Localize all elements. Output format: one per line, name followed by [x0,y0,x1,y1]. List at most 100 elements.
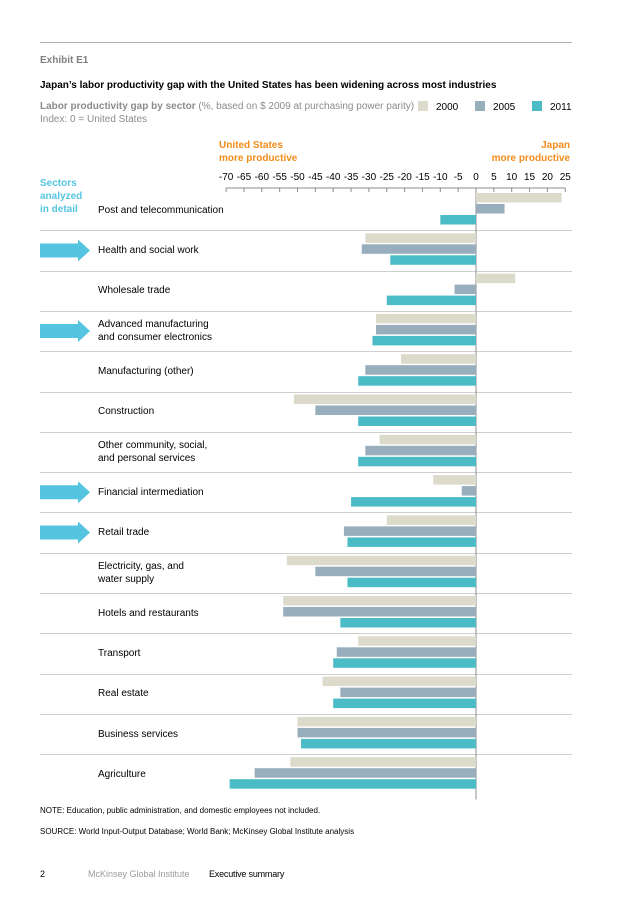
sectors-label-line1: Sectors [40,178,77,189]
bar-2005 [476,204,505,214]
x-tick-label: -30 [362,172,377,183]
row-divider [40,512,572,514]
row-divider [40,230,572,232]
row-divider [40,673,572,675]
bar-2005 [365,365,476,375]
sector-label-line1: Other community, social, [98,439,208,451]
bar-2000 [286,555,476,566]
row-divider [40,351,572,353]
chart-subtitle: Labor productivity gap by sector (%, bas… [40,101,414,112]
legend-label-2005: 2005 [493,102,516,113]
sector-label-line1: Financial intermediation [98,486,204,498]
bar-2011 [372,335,476,346]
bar-2005 [315,566,476,577]
section-name: Executive summary [209,869,285,879]
row-divider [40,713,572,715]
us-more-productive-label: United States more productive [219,139,297,165]
bar-2011 [347,537,476,547]
sector-label: Real estate [98,687,149,700]
x-tick-label: -25 [380,172,395,183]
bar-2000 [379,434,476,445]
sector-label-line1: Agriculture [98,768,146,780]
index-note: Index: 0 = United States [40,114,148,125]
row-divider [40,552,572,554]
legend-swatch-2005 [475,101,485,111]
bar-2005 [254,768,476,778]
sector-label: Agriculture [98,768,146,781]
bar-2005 [340,687,476,698]
sector-label-line2: and consumer electronics [98,332,212,344]
us-label-line2: more productive [219,153,298,164]
bar-2011 [351,497,476,507]
bar-2005 [343,526,476,536]
japan-more-productive-label: Japan more productive [492,139,570,165]
bar-2005 [454,284,476,295]
bar-2005 [336,647,476,657]
bar-2005 [315,405,476,415]
detail-arrow-icon [40,521,90,544]
x-tick-label: 10 [506,172,518,183]
bar-2011 [229,779,476,789]
sector-label-line1: Real estate [98,688,149,700]
sector-label: Manufacturing (other) [98,365,194,378]
sector-label-line1: Construction [98,406,155,418]
sector-label: Wholesale trade [98,284,170,297]
x-tick-label: -5 [454,172,463,183]
bar-2011 [340,618,476,628]
legend-label-2000: 2000 [436,102,459,113]
sector-label-line1: Business services [98,728,179,740]
sector-label-line1: Health and social work [98,244,199,256]
row-divider [40,391,572,393]
x-tick-label: -20 [397,172,412,183]
japan-label-line2: more productive [491,153,570,164]
x-tick-label: -55 [272,172,287,183]
sector-label-line1: Wholesale trade [98,285,171,297]
top-rule [40,42,572,43]
bar-2011 [333,658,476,668]
sector-label: Health and social work [98,244,199,257]
detail-arrow-icon [40,481,90,504]
bar-2011 [386,295,476,306]
legend-swatch-2011 [532,101,542,111]
x-tick-label: 15 [524,172,536,183]
x-tick-label: -65 [237,172,252,183]
x-tick-label: 25 [560,172,572,183]
sectors-label-line2: analyzed [40,191,83,202]
bar-2005 [365,445,476,456]
exhibit-number: Exhibit E1 [40,55,89,66]
sector-label: Financial intermediation [98,486,204,499]
bar-2000 [283,596,476,606]
x-tick-label: -70 [219,172,234,183]
bar-2005 [461,486,476,496]
legend-label-2011: 2011 [550,102,572,113]
bar-2011 [358,376,476,386]
sector-label-line1: Retail trade [98,527,150,539]
bar-2000 [433,475,476,485]
bar-2011 [440,215,476,225]
bar-2000 [476,193,562,203]
sector-label-line1: Post and telecommunication [98,204,224,216]
sector-label: Construction [98,405,154,418]
sector-label-line1: Electricity, gas, and [98,560,184,572]
bar-2011 [390,255,476,265]
source-note: SOURCE: World Input-Output Database; Wor… [40,827,355,836]
x-tick-label: -40 [326,172,341,183]
bar-2000 [322,676,476,687]
bar-2000 [386,515,476,525]
sector-label-line2: and personal services [98,452,196,464]
detail-arrow-icon [40,320,90,343]
row-divider [40,633,572,635]
page-number: 2 [40,869,46,879]
bar-2005 [361,244,476,254]
sector-label: Retail trade [98,526,149,539]
row-divider [40,593,572,594]
footnote: NOTE: Education, public administration, … [40,806,321,815]
x-tick-label: -50 [290,172,305,183]
sector-label-line1: Advanced manufacturing [98,319,209,331]
bar-2000 [297,716,476,727]
sector-label-line1: Hotels and restaurants [98,607,199,619]
legend-item-2000: 2000 [418,101,458,113]
publisher-name: McKinsey Global Institute [88,869,190,879]
sectors-analyzed-label: Sectors analyzed in detail [40,177,82,216]
